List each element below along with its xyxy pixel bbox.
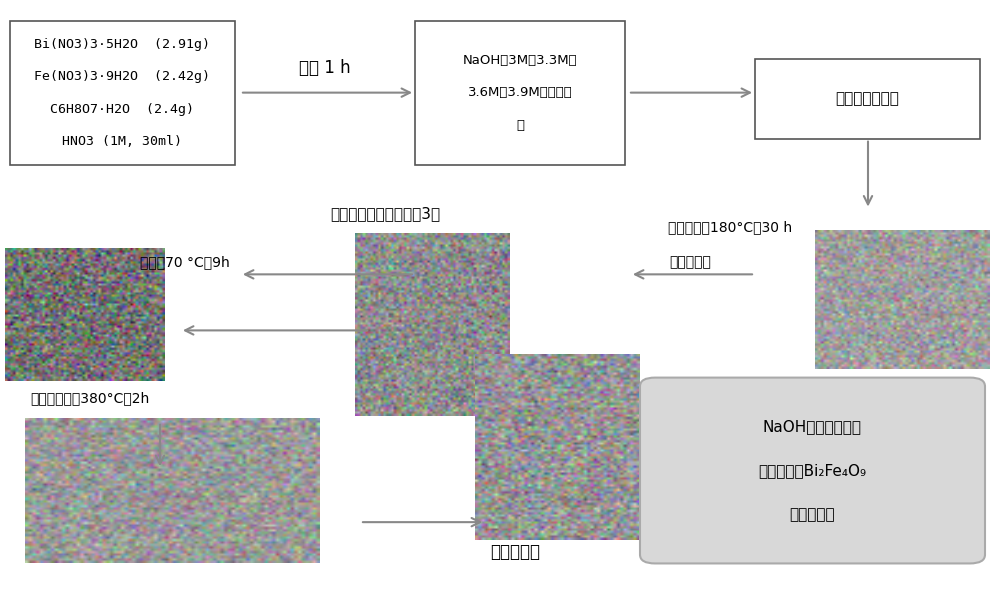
- Text: 催化剂粉体: 催化剂粉体: [490, 543, 540, 560]
- Text: Fe(NO3)3·9H2O  (2.42g): Fe(NO3)3·9H2O (2.42g): [34, 70, 210, 83]
- Text: 烘箱，70 °C，9h: 烘箱，70 °C，9h: [140, 255, 230, 270]
- Text: C6H8O7·H2O  (2.4g): C6H8O7·H2O (2.4g): [50, 103, 194, 116]
- Text: 温度会影响Bi₂Fe₄O₉: 温度会影响Bi₂Fe₄O₉: [758, 463, 867, 478]
- Text: 的晶型结构: 的晶型结构: [790, 507, 835, 522]
- Text: 生成红棕色沉淀: 生成红棕色沉淀: [836, 91, 899, 106]
- Text: 抽滤，水、无水乙醇洗3次: 抽滤，水、无水乙醇洗3次: [330, 206, 440, 221]
- Text: 马弗炉煅烧，380°C，2h: 马弗炉煅烧，380°C，2h: [30, 391, 150, 405]
- Text: HNO3 (1M, 30ml): HNO3 (1M, 30ml): [62, 135, 182, 148]
- Text: 搅拌 1 h: 搅拌 1 h: [299, 59, 351, 77]
- FancyBboxPatch shape: [10, 21, 235, 165]
- Text: 加: 加: [516, 119, 524, 132]
- FancyBboxPatch shape: [755, 59, 980, 139]
- Text: 冷却至室温: 冷却至室温: [669, 255, 711, 270]
- Text: NaOH的浓度和煅烧: NaOH的浓度和煅烧: [763, 419, 862, 434]
- Text: Bi(NO3)3·5H2O  (2.91g): Bi(NO3)3·5H2O (2.91g): [34, 38, 210, 51]
- Text: 马弗炉煅，180°C，30 h: 马弗炉煅，180°C，30 h: [668, 220, 792, 234]
- FancyBboxPatch shape: [415, 21, 625, 165]
- Text: 3.6M，3.9M）逐滴滴: 3.6M，3.9M）逐滴滴: [468, 86, 572, 100]
- FancyBboxPatch shape: [640, 378, 985, 563]
- Text: NaOH（3M，3.3M，: NaOH（3M，3.3M，: [463, 54, 577, 67]
